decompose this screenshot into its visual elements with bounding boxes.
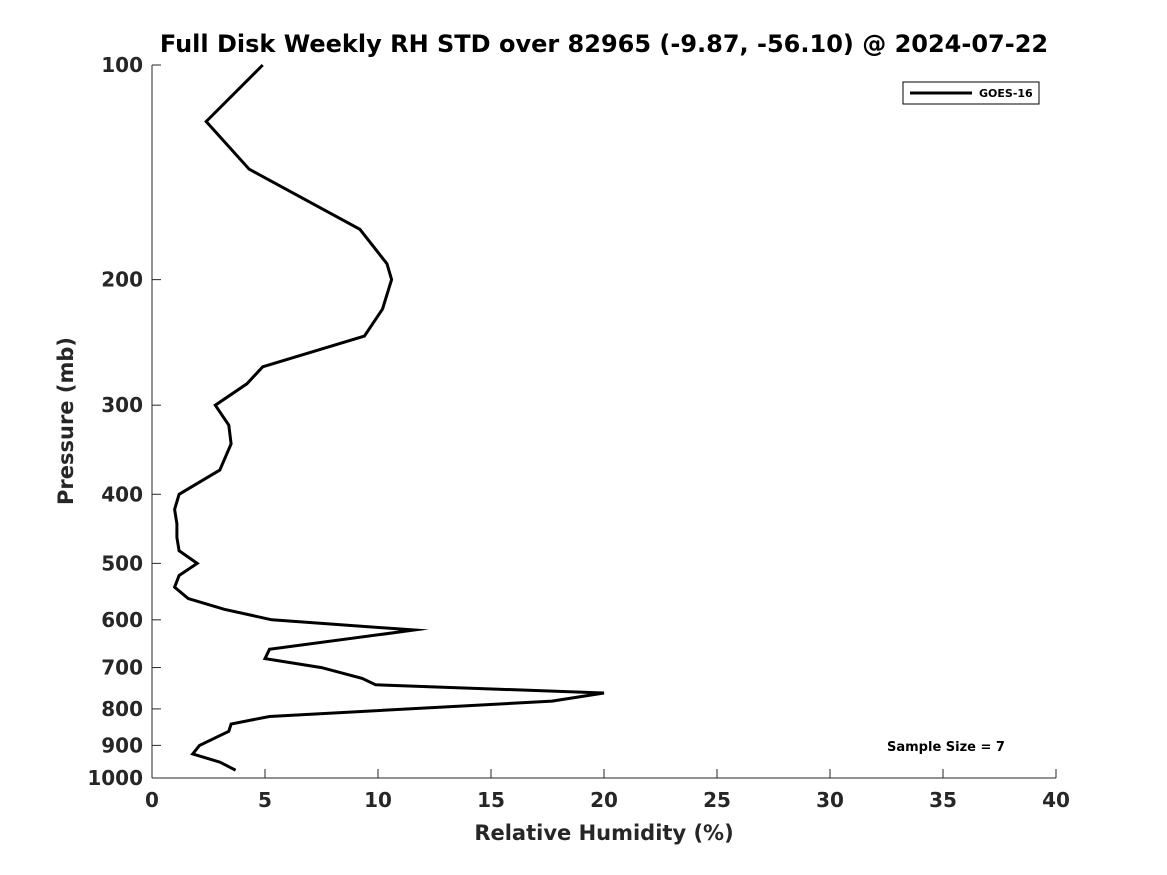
y-axis-label: Pressure (mb) [54, 337, 78, 505]
x-tick-label: 20 [590, 788, 618, 812]
y-tick-label: 400 [101, 482, 143, 506]
x-tick-label: 30 [816, 788, 844, 812]
y-tick-label: 300 [101, 393, 143, 417]
x-ticks: 0 5 10 15 20 25 30 35 40 [145, 769, 1070, 812]
x-tick-label: 25 [703, 788, 731, 812]
y-tick-label: 600 [101, 608, 143, 632]
x-tick-label: 5 [258, 788, 272, 812]
y-tick-label: 700 [101, 656, 143, 680]
x-tick-label: 10 [364, 788, 392, 812]
legend-label: GOES-16 [979, 87, 1033, 100]
y-ticks: 100 200 300 400 500 600 700 800 900 1000 [87, 53, 161, 790]
x-tick-label: 35 [929, 788, 957, 812]
x-axis-label: Relative Humidity (%) [474, 821, 733, 845]
y-tick-label: 100 [101, 53, 143, 77]
x-tick-label: 0 [145, 788, 159, 812]
x-tick-label: 15 [477, 788, 505, 812]
sample-size-annotation: Sample Size = 7 [887, 740, 1005, 755]
chart-title: Full Disk Weekly RH STD over 82965 (-9.8… [160, 30, 1048, 58]
x-tick-label: 40 [1042, 788, 1070, 812]
y-tick-label: 500 [101, 551, 143, 575]
y-tick-label: 900 [101, 733, 143, 757]
series-layer [172, 63, 605, 772]
y-tick-label: 1000 [87, 766, 143, 790]
series-line [172, 63, 605, 772]
y-tick-label: 200 [101, 268, 143, 292]
legend: GOES-16 [902, 81, 1040, 105]
y-tick-label: 800 [101, 697, 143, 721]
